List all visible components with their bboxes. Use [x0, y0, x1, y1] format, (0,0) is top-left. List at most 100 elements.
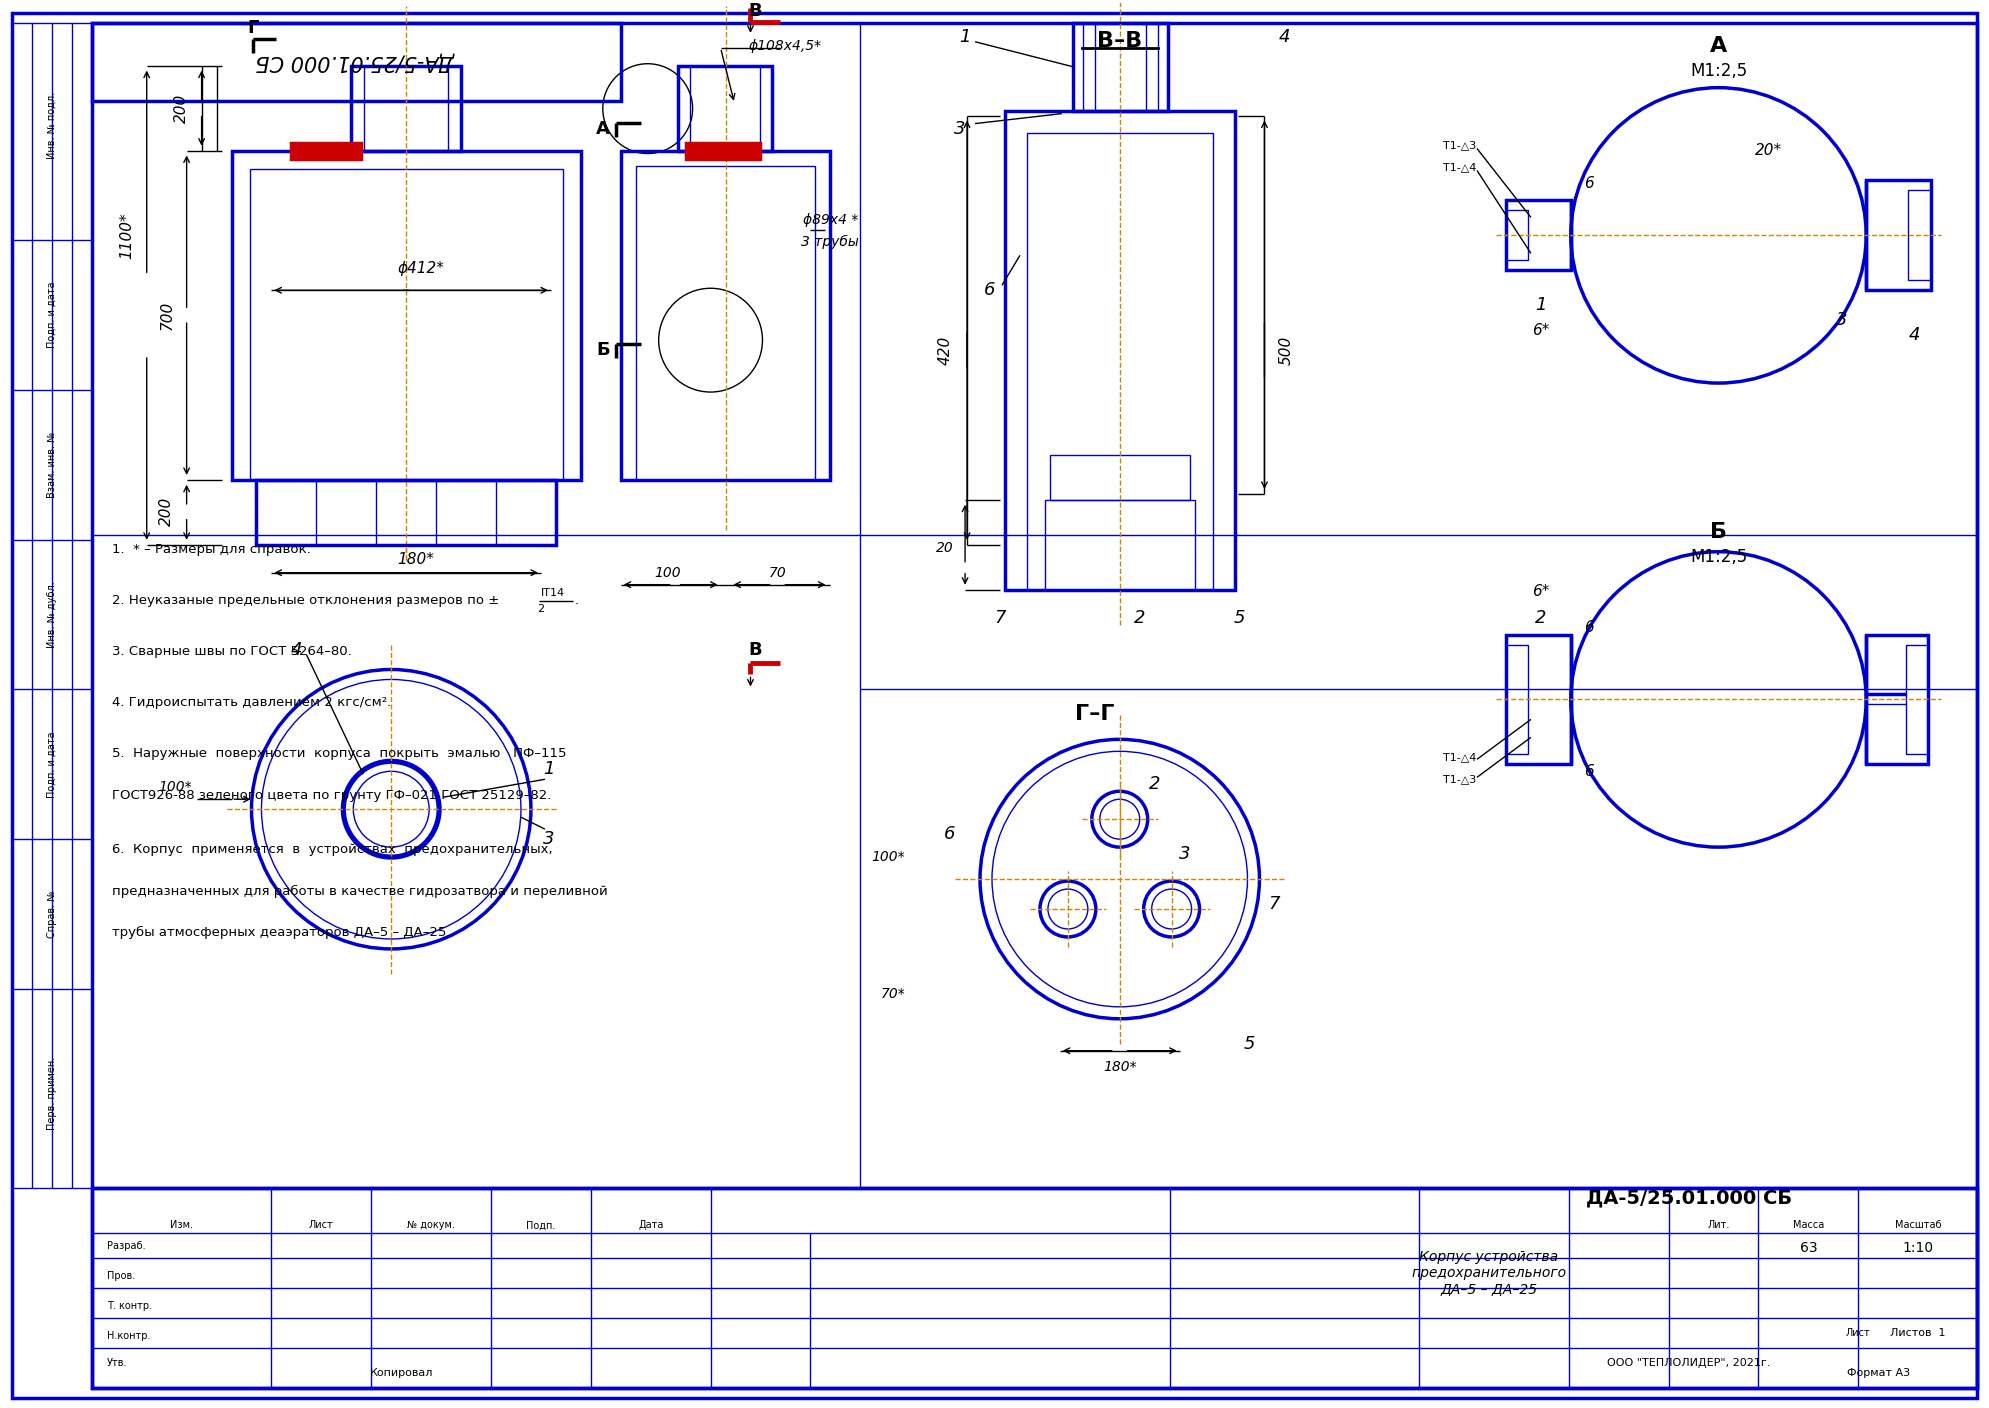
Text: М1:2,5: М1:2,5	[1691, 548, 1746, 566]
Text: 7: 7	[1269, 895, 1281, 912]
Text: 3: 3	[543, 831, 555, 848]
Bar	[678, 66, 772, 151]
Text: В–В: В–В	[1098, 31, 1142, 51]
Text: ГОСТ926-88 зеленого цвета по грунту ГФ–021 ГОСТ 25129–82.: ГОСТ926-88 зеленого цвета по грунту ГФ–0…	[111, 788, 551, 801]
Text: Т1-△4: Т1-△4	[1442, 752, 1476, 762]
Text: Справ. №: Справ. №	[48, 890, 58, 938]
Text: В: В	[748, 1, 762, 20]
Text: Разраб.: Разраб.	[107, 1242, 145, 1252]
Text: ДА-5/25.01.000 СБ: ДА-5/25.01.000 СБ	[1585, 1188, 1792, 1208]
Bar	[1866, 180, 1931, 290]
Bar	[636, 166, 815, 480]
Text: Т1-△3: Т1-△3	[1442, 141, 1476, 151]
Bar	[1004, 111, 1235, 590]
Bar	[1905, 645, 1927, 755]
Text: 3: 3	[1836, 311, 1848, 329]
Text: 500: 500	[1279, 335, 1295, 365]
Text: ϕ89x4 *: ϕ89x4 *	[804, 214, 857, 228]
Text: 4: 4	[1907, 327, 1919, 344]
Text: 6: 6	[945, 825, 957, 843]
Bar	[1072, 23, 1168, 111]
Bar	[352, 66, 461, 151]
Text: Изм.: Изм.	[171, 1221, 193, 1231]
Bar	[364, 66, 448, 151]
Bar	[1044, 500, 1195, 590]
Bar	[249, 169, 563, 480]
Text: 200: 200	[159, 497, 175, 527]
Bar	[1506, 210, 1528, 260]
Bar	[1866, 635, 1927, 765]
Bar	[1094, 23, 1146, 111]
Text: Т1-△4: Т1-△4	[1442, 162, 1476, 173]
Text: 2: 2	[1150, 776, 1160, 793]
Text: 3 трубы: 3 трубы	[802, 235, 859, 249]
Text: 2. Неуказаные предельные отклонения размеров по ±: 2. Неуказаные предельные отклонения разм…	[111, 594, 503, 607]
Text: Масштаб: Масштаб	[1896, 1221, 1941, 1231]
Bar	[231, 151, 581, 480]
Text: 20*: 20*	[1754, 144, 1782, 158]
Bar	[91, 23, 621, 100]
Bar	[686, 142, 760, 159]
Text: 6.  Корпус  применяется  в  устройствах  предохранительных,: 6. Корпус применяется в устройствах пред…	[111, 842, 553, 856]
Text: 70*: 70*	[881, 987, 905, 1001]
Text: A: A	[597, 120, 611, 138]
Text: 3: 3	[1179, 845, 1189, 863]
Text: Лист: Лист	[308, 1221, 334, 1231]
Text: Г–Г: Г–Г	[1074, 704, 1114, 724]
Text: 6: 6	[985, 282, 996, 300]
Text: Лист: Лист	[1846, 1328, 1870, 1338]
Text: 100*: 100*	[157, 780, 191, 794]
Text: 6*: 6*	[1532, 584, 1549, 600]
Text: Б: Б	[597, 341, 609, 359]
Text: В: В	[748, 641, 762, 659]
Text: Т1-△3: Т1-△3	[1442, 774, 1476, 784]
Text: Подп. и дата: Подп. и дата	[48, 731, 58, 797]
Text: Пров.: Пров.	[107, 1271, 135, 1281]
Text: 5: 5	[1233, 608, 1245, 627]
Text: Г: Г	[249, 18, 259, 37]
Text: 180*: 180*	[398, 552, 436, 567]
Text: 700: 700	[159, 300, 175, 329]
Text: 200: 200	[175, 94, 189, 124]
Text: 2: 2	[1536, 608, 1547, 627]
Text: 5.  Наружные  поверхности  корпуса  покрыть  эмалью   ПФ–115: 5. Наружные поверхности корпуса покрыть …	[111, 746, 567, 760]
Bar	[1026, 132, 1213, 590]
Text: 4: 4	[290, 641, 302, 659]
Text: Листов  1: Листов 1	[1890, 1328, 1945, 1338]
Text: 4: 4	[1279, 28, 1291, 46]
Text: 1: 1	[959, 28, 971, 46]
Text: 5: 5	[1243, 1035, 1255, 1053]
Text: 420: 420	[937, 335, 953, 365]
Text: 2: 2	[1134, 608, 1146, 627]
Text: А: А	[1711, 35, 1726, 56]
Bar	[1082, 23, 1158, 111]
Text: 1: 1	[1536, 296, 1547, 314]
Text: Лит.: Лит.	[1707, 1221, 1730, 1231]
Text: 6: 6	[1583, 763, 1593, 779]
Text: Дата: Дата	[638, 1221, 664, 1231]
Text: Масса: Масса	[1792, 1221, 1824, 1231]
Bar	[292, 142, 362, 159]
Text: 4. Гидроиспытать давлением 2 кгс/см².: 4. Гидроиспытать давлением 2 кгс/см².	[111, 696, 392, 708]
Text: Перв. примен.: Перв. примен.	[48, 1057, 58, 1131]
Text: 6: 6	[1583, 620, 1593, 635]
Text: М1:2,5: М1:2,5	[1691, 62, 1746, 80]
Text: 1100*: 1100*	[119, 213, 133, 259]
Text: предназначенных для работы в качестве гидрозатвора и переливной: предназначенных для работы в качестве ги…	[111, 884, 607, 897]
Text: 1:10: 1:10	[1903, 1242, 1933, 1256]
Text: 1: 1	[543, 760, 555, 779]
Text: Подп. и дата: Подп. и дата	[48, 282, 58, 348]
Text: 6: 6	[1583, 176, 1593, 191]
Text: 180*: 180*	[1104, 1060, 1136, 1074]
Text: Инв. № дубл.: Инв. № дубл.	[48, 582, 58, 648]
Text: 70: 70	[768, 566, 786, 580]
Bar	[91, 1188, 1977, 1388]
Text: 100: 100	[654, 566, 680, 580]
Text: .: .	[575, 594, 579, 607]
Bar	[1506, 200, 1571, 270]
Text: 63: 63	[1800, 1242, 1818, 1256]
Text: № докум.: № докум.	[408, 1221, 455, 1231]
Text: 3. Сварные швы по ГОСТ 5264–80.: 3. Сварные швы по ГОСТ 5264–80.	[111, 645, 352, 658]
Text: ϕ108x4,5*: ϕ108x4,5*	[750, 39, 821, 52]
Text: 7: 7	[994, 608, 1006, 627]
